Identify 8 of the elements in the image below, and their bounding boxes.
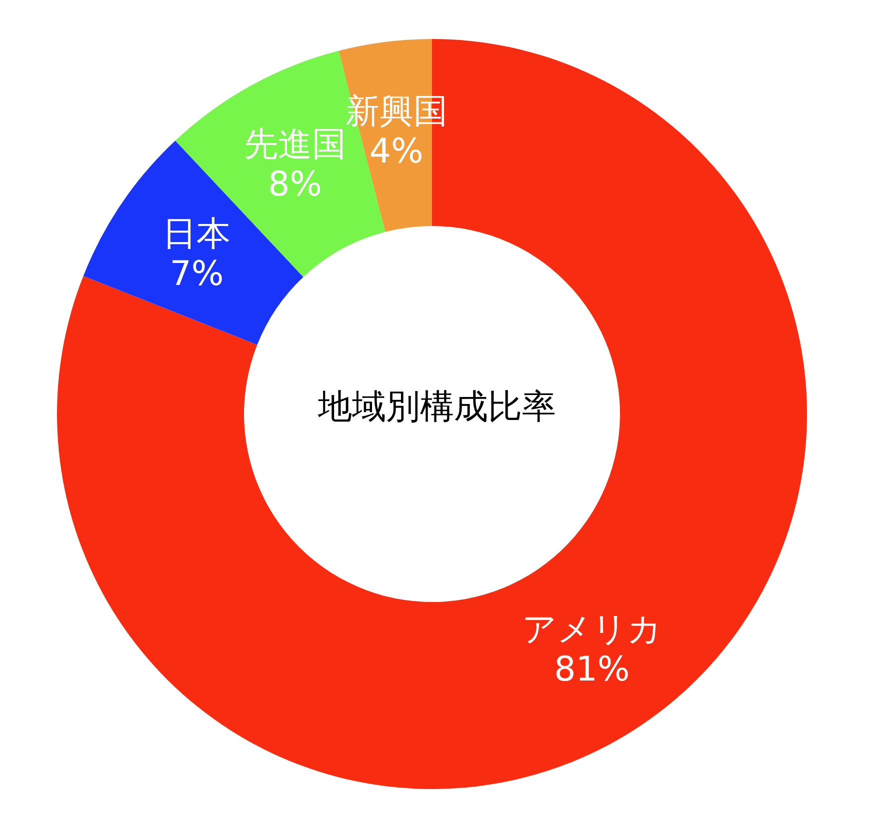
slice-label: 先進国 xyxy=(244,124,346,165)
slice-label: アメリカ xyxy=(522,609,662,650)
data-label: 81% xyxy=(554,649,630,690)
data-label: 4% xyxy=(369,132,424,172)
text: 地域別構成比率 xyxy=(317,387,556,427)
data-label: 8% xyxy=(268,164,322,205)
slice-label: 日本 xyxy=(162,214,231,254)
data-label: 7% xyxy=(170,254,224,294)
